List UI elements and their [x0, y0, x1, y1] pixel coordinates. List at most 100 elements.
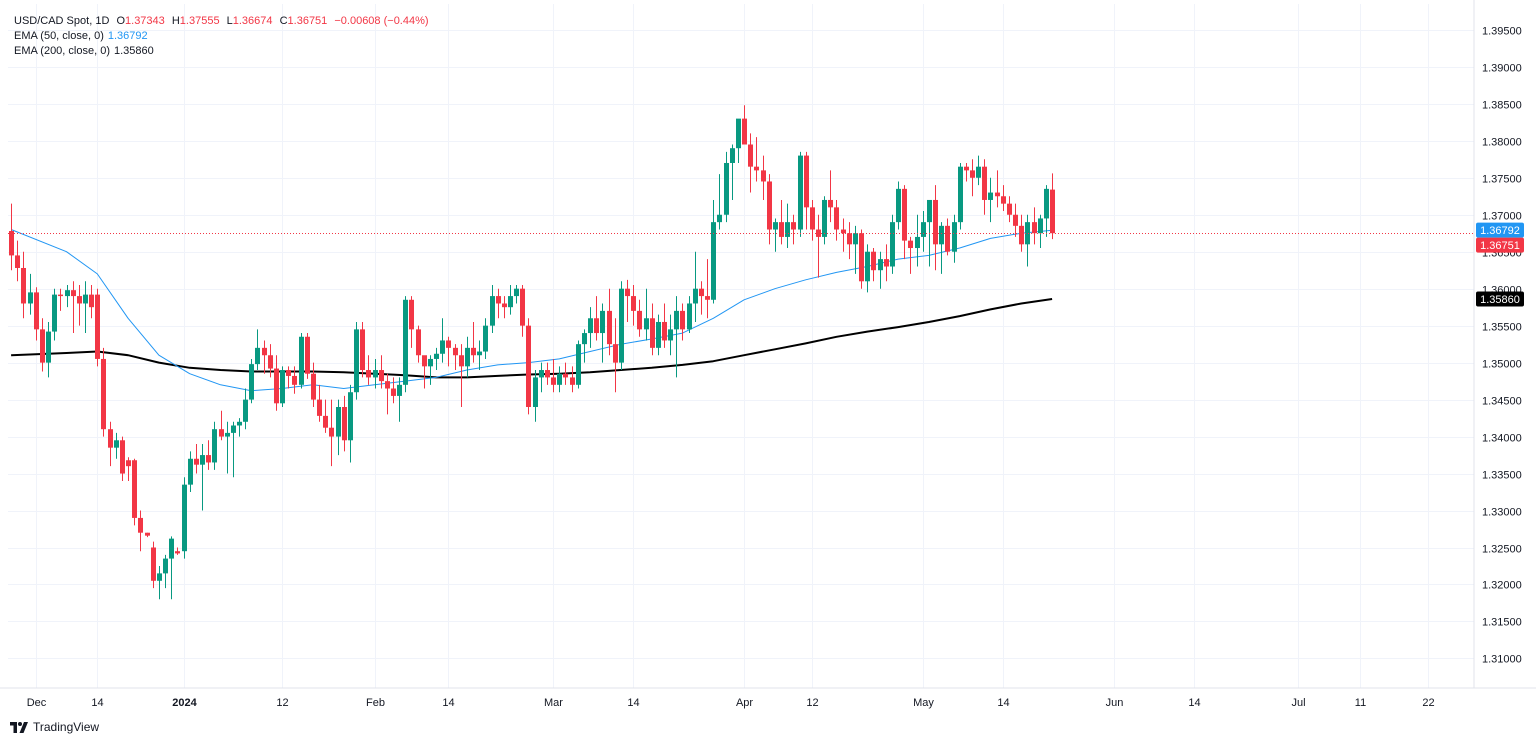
candle-down[interactable]	[422, 355, 427, 389]
candle-up[interactable]	[28, 273, 33, 315]
candle-up[interactable]	[373, 358, 378, 389]
candle-up[interactable]	[724, 151, 729, 223]
candle-down[interactable]	[262, 340, 267, 374]
candle-down[interactable]	[754, 137, 759, 182]
candle-down[interactable]	[834, 199, 839, 241]
candle-up[interactable]	[157, 565, 162, 600]
candle-down[interactable]	[933, 185, 938, 271]
candle-up[interactable]	[730, 144, 735, 200]
candle-up[interactable]	[434, 347, 439, 371]
candle-up[interactable]	[1044, 185, 1049, 237]
candle-down[interactable]	[1013, 203, 1018, 237]
candle-down[interactable]	[317, 384, 322, 422]
candle-up[interactable]	[52, 288, 57, 341]
candle-down[interactable]	[607, 288, 612, 356]
candle-up[interactable]	[514, 284, 519, 304]
candle-up[interactable]	[397, 377, 402, 422]
candle-down[interactable]	[311, 362, 316, 408]
candle-up[interactable]	[921, 211, 926, 252]
legend-ema200-row[interactable]: EMA (200, close, 0) 1.35860	[14, 44, 429, 59]
candle-up[interactable]	[976, 155, 981, 186]
candle-down[interactable]	[563, 362, 568, 385]
candle-down[interactable]	[945, 218, 950, 256]
candle-down[interactable]	[828, 170, 833, 223]
candle-down[interactable]	[40, 318, 45, 372]
candle-up[interactable]	[1025, 214, 1030, 267]
candle-down[interactable]	[779, 199, 784, 245]
candle-up[interactable]	[465, 336, 470, 378]
candle-down[interactable]	[964, 162, 969, 182]
candle-up[interactable]	[169, 536, 174, 600]
candle-up[interactable]	[717, 174, 722, 230]
candle-up[interactable]	[336, 399, 341, 456]
candle-up[interactable]	[163, 554, 168, 589]
candle-down[interactable]	[902, 185, 907, 260]
candle-down[interactable]	[570, 366, 575, 393]
candle-down[interactable]	[58, 288, 63, 311]
candle-down[interactable]	[175, 547, 180, 555]
candle-down[interactable]	[342, 395, 347, 452]
candle-down[interactable]	[680, 303, 685, 341]
candle-up[interactable]	[865, 244, 870, 293]
candle-up[interactable]	[200, 443, 205, 511]
candle-down[interactable]	[268, 344, 273, 378]
candle-up[interactable]	[619, 281, 624, 371]
candle-up[interactable]	[582, 329, 587, 363]
candle-up[interactable]	[798, 151, 803, 237]
candle-down[interactable]	[305, 333, 310, 379]
candle-up[interactable]	[243, 388, 248, 430]
candle-down[interactable]	[219, 410, 224, 441]
candle-down[interactable]	[637, 299, 642, 337]
candle-down[interactable]	[1032, 207, 1037, 245]
candle-up[interactable]	[557, 366, 562, 393]
candle-down[interactable]	[705, 259, 710, 319]
candle-up[interactable]	[600, 303, 605, 363]
candle-down[interactable]	[847, 222, 852, 260]
candle-up[interactable]	[988, 177, 993, 223]
tradingview-logo[interactable]: TradingView	[10, 720, 99, 734]
candle-down[interactable]	[982, 159, 987, 215]
candle-up[interactable]	[958, 162, 963, 230]
candle-down[interactable]	[699, 281, 704, 315]
candle-down[interactable]	[15, 240, 20, 282]
candle-down[interactable]	[520, 284, 525, 337]
candle-down[interactable]	[748, 133, 753, 193]
candle-down[interactable]	[459, 344, 464, 408]
candle-down[interactable]	[108, 421, 113, 467]
candle-down[interactable]	[1007, 196, 1012, 223]
candle-down[interactable]	[77, 284, 82, 326]
candle-down[interactable]	[21, 251, 26, 319]
candle-up[interactable]	[890, 214, 895, 274]
candle-down[interactable]	[416, 325, 421, 363]
candle-down[interactable]	[761, 155, 766, 200]
candle-up[interactable]	[952, 214, 957, 263]
candle-up[interactable]	[656, 314, 661, 356]
candle-up[interactable]	[83, 281, 88, 334]
candle-up[interactable]	[428, 355, 433, 385]
candle-down[interactable]	[71, 281, 76, 334]
candle-up[interactable]	[354, 321, 359, 400]
candle-up[interactable]	[403, 296, 408, 393]
candle-down[interactable]	[360, 321, 365, 378]
candle-up[interactable]	[1038, 214, 1043, 249]
candle-up[interactable]	[785, 203, 790, 249]
candle-down[interactable]	[95, 288, 100, 367]
candle-up[interactable]	[231, 421, 236, 478]
candle-down[interactable]	[804, 151, 809, 230]
legend-ema50-row[interactable]: EMA (50, close, 0) 1.36792	[14, 29, 429, 44]
candle-up[interactable]	[483, 318, 488, 359]
candle-down[interactable]	[970, 159, 975, 197]
candle-up[interactable]	[182, 477, 187, 559]
candle-up[interactable]	[225, 421, 230, 474]
candle-down[interactable]	[126, 457, 131, 481]
candle-down[interactable]	[446, 336, 451, 367]
candle-down[interactable]	[526, 318, 531, 415]
candle-down[interactable]	[323, 399, 328, 433]
candle-up[interactable]	[440, 318, 445, 363]
candle-down[interactable]	[471, 321, 476, 363]
candle-down[interactable]	[286, 366, 291, 389]
candle-up[interactable]	[588, 307, 593, 348]
candle-up[interactable]	[249, 358, 254, 404]
candle-up[interactable]	[114, 432, 119, 459]
